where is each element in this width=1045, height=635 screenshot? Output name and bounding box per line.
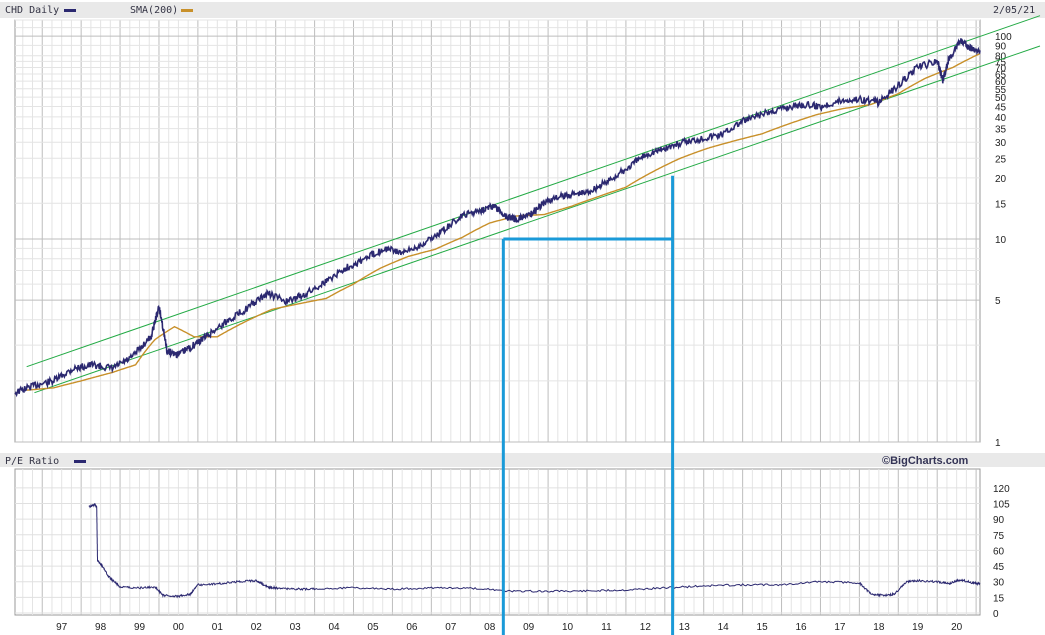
x-tick-label: 15 — [757, 622, 769, 633]
pe-legend-swatch — [74, 460, 86, 463]
pe-plot-area — [14, 468, 981, 616]
price-series-group — [14, 37, 981, 398]
price-y-tick-label: 5 — [995, 296, 1001, 307]
price-y-tick-label: 40 — [995, 113, 1007, 124]
pe-y-axis: 0 15 30 45 60 75 90 105 120 — [993, 484, 1010, 620]
x-tick-label: 01 — [212, 622, 224, 633]
x-tick-label: 98 — [95, 622, 107, 633]
pe-y-tick-label: 45 — [993, 562, 1005, 573]
price-y-tick-label: 90 — [995, 41, 1007, 52]
x-tick-label: 14 — [718, 622, 730, 633]
x-tick-label: 18 — [873, 622, 885, 633]
pe-y-tick-label: 15 — [993, 593, 1005, 604]
x-tick-label: 97 — [56, 622, 68, 633]
brand-label: ©BigCharts.com — [882, 455, 969, 467]
price-plot-area — [14, 19, 981, 443]
price-y-tick-label: 65 — [995, 70, 1007, 81]
x-tick-label: 08 — [484, 622, 496, 633]
pe-y-tick-label: 30 — [993, 578, 1005, 589]
x-tick-label: 19 — [912, 622, 924, 633]
price-legend-swatch — [64, 9, 76, 12]
price-y-tick-label: 30 — [995, 138, 1007, 149]
pe-y-tick-label: 105 — [993, 500, 1010, 511]
x-tick-label: 99 — [134, 622, 146, 633]
pe-legend-label: P/E Ratio — [5, 456, 59, 467]
x-tick-label: 05 — [367, 622, 379, 633]
x-tick-label: 02 — [251, 622, 263, 633]
price-y-tick-label: 20 — [995, 174, 1007, 185]
pe-y-tick-label: 120 — [993, 484, 1010, 495]
price-legend-label: CHD Daily — [5, 5, 59, 16]
x-axis: 97 98 99 00 01 02 03 04 05 06 07 08 09 10 11 12 13 14 15 16… — [56, 622, 963, 633]
date-label: 2/05/21 — [993, 5, 1035, 16]
price-grid — [15, 19, 980, 443]
price-y-tick-label: 35 — [995, 125, 1007, 136]
pe-y-tick-label: 90 — [993, 515, 1005, 526]
pe-panel: 0 15 30 45 60 75 90 105 120 — [14, 468, 1010, 620]
pe-y-tick-label: 0 — [993, 609, 999, 620]
x-tick-label: 11 — [601, 622, 612, 633]
sma-legend-swatch — [181, 9, 193, 12]
price-y-tick-label: 50 — [995, 93, 1007, 104]
x-tick-label: 10 — [562, 622, 574, 633]
pe-y-tick-label: 75 — [993, 531, 1005, 542]
x-tick-label: 07 — [445, 622, 457, 633]
price-y-tick-label: 80 — [995, 52, 1007, 63]
x-tick-label: 00 — [173, 622, 185, 633]
price-y-tick-label: 100 — [995, 32, 1012, 43]
price-y-tick-label: 10 — [995, 235, 1007, 246]
price-daily-line — [14, 37, 981, 398]
x-tick-label: 03 — [290, 622, 302, 633]
pe-header-band — [0, 453, 1045, 467]
sma-legend-label: SMA(200) — [130, 5, 178, 16]
pe-series-group — [88, 502, 981, 599]
x-tick-label: 04 — [329, 622, 341, 633]
price-header-band — [0, 2, 1045, 18]
x-tick-label: 16 — [795, 622, 807, 633]
x-tick-label: 12 — [640, 622, 652, 633]
price-y-tick-label: 70 — [995, 64, 1007, 75]
price-y-tick-label: 55 — [995, 85, 1007, 96]
price-y-tick-label: 25 — [995, 154, 1007, 165]
sma-200-line — [26, 52, 981, 391]
trend-channel-line — [26, 15, 1041, 368]
x-tick-label: 13 — [679, 622, 691, 633]
pe-y-tick-label: 60 — [993, 546, 1005, 557]
x-tick-label: 09 — [523, 622, 535, 633]
price-y-tick-label: 15 — [995, 199, 1007, 210]
price-y-tick-label: 45 — [995, 102, 1007, 113]
x-tick-label: 17 — [834, 622, 846, 633]
annotation-overlay — [501, 175, 675, 635]
price-y-tick-label: 60 — [995, 77, 1007, 88]
x-tick-label: 20 — [951, 622, 963, 633]
x-tick-label: 06 — [406, 622, 418, 633]
pe-ratio-line — [88, 502, 981, 599]
price-y-tick-label: 1 — [995, 438, 1001, 449]
price-y-tick-label: 75 — [995, 57, 1007, 68]
